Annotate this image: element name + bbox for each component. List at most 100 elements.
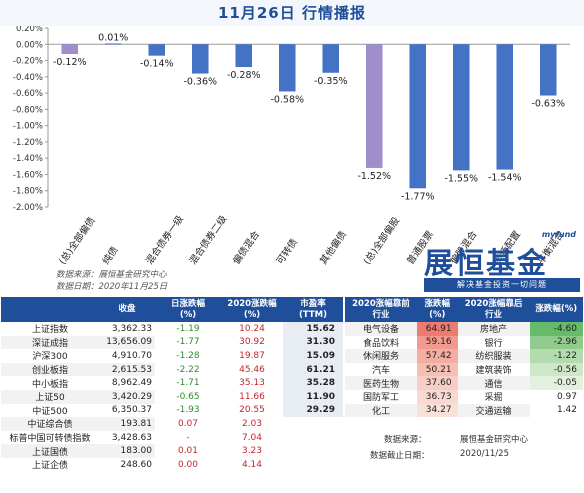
y-tick-label: -2.00% — [13, 203, 43, 213]
sector-top-value: 34.27 — [416, 403, 458, 418]
logo-main-text: 展恒基金 — [424, 246, 549, 280]
index-row: 上证50 3,420.29 -0.65 11.66 11.90 — [1, 389, 343, 404]
x-category-label: (总)全部偏股 — [361, 214, 403, 266]
index-table: 收盘 日涨跌幅 (%) 2020涨跌幅 (%) 市盈率 (TTM) 上证指数 3,… — [1, 297, 343, 472]
bar — [104, 43, 122, 45]
x-category-label: 可转债 — [274, 236, 300, 267]
index-daily-change: -2.22 — [176, 364, 200, 375]
sector-header-top-value: 涨跌幅 (%) — [416, 297, 458, 322]
index-ytd-change: 19.87 — [239, 350, 265, 361]
bar — [235, 44, 253, 68]
sector-row: 国防军工 36.73 采掘 0.97 — [345, 389, 583, 404]
index-name: 深证成指 — [1, 335, 99, 350]
index-close: 183.00 — [99, 444, 155, 458]
index-row: 深证成指 13,656.09 -1.77 30.92 31.30 — [1, 335, 343, 350]
x-category-label: 混合债券一级 — [143, 213, 186, 267]
sector-top-name: 国防军工 — [345, 389, 417, 404]
index-name: 上证企债 — [31, 461, 68, 472]
index-ytd-change: 35.13 — [239, 378, 265, 389]
index-daily-change: 0.00 — [177, 459, 199, 470]
index-ytd-change: 2.03 — [241, 418, 263, 429]
sector-bottom-name: 通信 — [457, 376, 530, 390]
index-ytd-change: 30.92 — [239, 337, 265, 348]
title-bar: 11月26日 行情播报 — [0, 0, 584, 26]
index-daily-change: - — [186, 432, 190, 443]
x-category-label: 纯债 — [100, 244, 121, 267]
sector-top-value: 37.60 — [416, 376, 458, 390]
chart-source-line2: 数据日期：2020年11月25日 — [56, 282, 168, 292]
bar-value-label: 0.01% — [98, 32, 128, 43]
index-pe: 15.62 — [283, 322, 343, 336]
index-daily-change: -1.71 — [176, 378, 200, 389]
sector-header-bottom-value: 涨跌幅(%) — [529, 297, 583, 322]
sector-header-bottom: 2020涨幅靠后 行业 — [457, 297, 530, 322]
y-tick-label: -0.60% — [13, 89, 43, 99]
sector-header-top: 2020涨幅靠前 行业 — [345, 297, 417, 322]
sector-bottom-value: -4.60 — [529, 322, 583, 336]
index-pe — [283, 444, 343, 458]
footnote-source-label: 数据来源： — [384, 435, 427, 445]
sector-bottom-value: 0.97 — [529, 389, 583, 404]
sector-top-name: 汽车 — [345, 362, 417, 377]
index-close: 4,910.70 — [111, 350, 152, 361]
x-category-label: (总)全部偏债 — [56, 214, 98, 266]
index-close: 3,428.63 — [111, 432, 152, 443]
index-row: 中证综合债 193.81 0.07 2.03 — [1, 417, 343, 431]
bar-value-label: -0.58% — [270, 94, 304, 105]
sector-row: 电气设备 64.91 房地产 -4.60 — [345, 322, 583, 336]
sector-bottom-name: 交通运输 — [457, 403, 530, 418]
index-close: 13,656.09 — [99, 335, 155, 350]
index-header-chg: 日涨跌幅 (%) — [155, 297, 221, 322]
sector-top-value: 50.21 — [416, 362, 458, 377]
sector-top-name: 电气设备 — [345, 322, 417, 336]
index-ytd-change: 45.46 — [239, 364, 265, 375]
sector-bottom-name: 建筑装饰 — [457, 362, 530, 377]
sector-table-header: 2020涨幅靠前 行业 涨跌幅 (%) 2020涨幅靠后 行业 涨跌幅(%) — [345, 297, 583, 322]
index-name: 标普中国可转债指数 — [9, 434, 91, 445]
bar — [278, 44, 296, 92]
sector-row: 医药生物 37.60 通信 -0.05 — [345, 376, 583, 390]
footnote-source-value: 展恒基金研究中心 — [460, 435, 529, 445]
bar-chart: 0.20% 0.00% -0.20% -0.40% -0.60% -0.80% -1.00%… — [13, 24, 570, 267]
index-daily-change: 0.07 — [177, 418, 199, 429]
chart-source-line1: 数据来源：展恒基金研究中心 — [56, 270, 167, 280]
sector-bottom-name: 房地产 — [457, 322, 530, 336]
index-ytd-change: 3.23 — [241, 446, 263, 457]
sector-top-value: 36.73 — [416, 389, 458, 404]
index-close: 248.60 — [120, 459, 153, 470]
index-name: 上证50 — [1, 389, 99, 404]
company-logo: myfund 展恒基金 解决基金投资一切问题 — [424, 230, 580, 296]
index-header-close: 收盘 — [99, 297, 155, 322]
index-pe: 61.21 — [283, 362, 343, 377]
index-pe — [283, 430, 343, 445]
index-daily-change: -1.28 — [176, 350, 200, 361]
sector-top-name: 休闲服务 — [345, 349, 417, 363]
bar-value-label: -0.14% — [140, 59, 174, 70]
x-category-label: 混合债券二级 — [187, 213, 230, 267]
index-pe: 35.28 — [283, 376, 343, 390]
footnote-date-value: 2020/11/25 — [460, 449, 509, 459]
sector-row: 休闲服务 57.42 纺织服装 -1.22 — [345, 349, 583, 363]
index-name: 中证综合债 — [1, 417, 99, 431]
index-ytd-change: 11.66 — [239, 391, 265, 402]
index-close: 3,420.29 — [99, 389, 155, 404]
bar — [496, 44, 514, 170]
index-name: 中小板指 — [31, 379, 68, 390]
sector-bottom-value: -1.22 — [529, 349, 583, 363]
sector-top-value: 64.91 — [416, 322, 458, 336]
index-row: 沪深300 4,910.70 -1.28 19.87 15.09 — [1, 349, 343, 363]
index-row: 中小板指 8,962.49 -1.71 35.13 35.28 — [1, 376, 343, 390]
sector-bottom-name: 纺织服装 — [457, 349, 530, 363]
index-row: 创业板指 2,615.53 -2.22 45.46 61.21 — [1, 362, 343, 377]
index-name: 上证指数 — [31, 325, 68, 336]
bar-value-label: -0.12% — [53, 57, 87, 68]
index-pe: 29.29 — [283, 403, 343, 418]
sector-row: 化工 34.27 交通运输 1.42 — [345, 403, 583, 418]
index-ytd-change: 7.04 — [241, 432, 263, 443]
y-tick-label: -1.40% — [13, 154, 43, 164]
sector-table: 2020涨幅靠前 行业 涨跌幅 (%) 2020涨幅靠后 行业 涨跌幅(%) 电… — [345, 297, 583, 418]
bar — [191, 44, 209, 74]
sector-bottom-value: 1.42 — [529, 403, 583, 418]
bar-value-label: -1.55% — [444, 173, 478, 184]
bar — [61, 44, 79, 55]
